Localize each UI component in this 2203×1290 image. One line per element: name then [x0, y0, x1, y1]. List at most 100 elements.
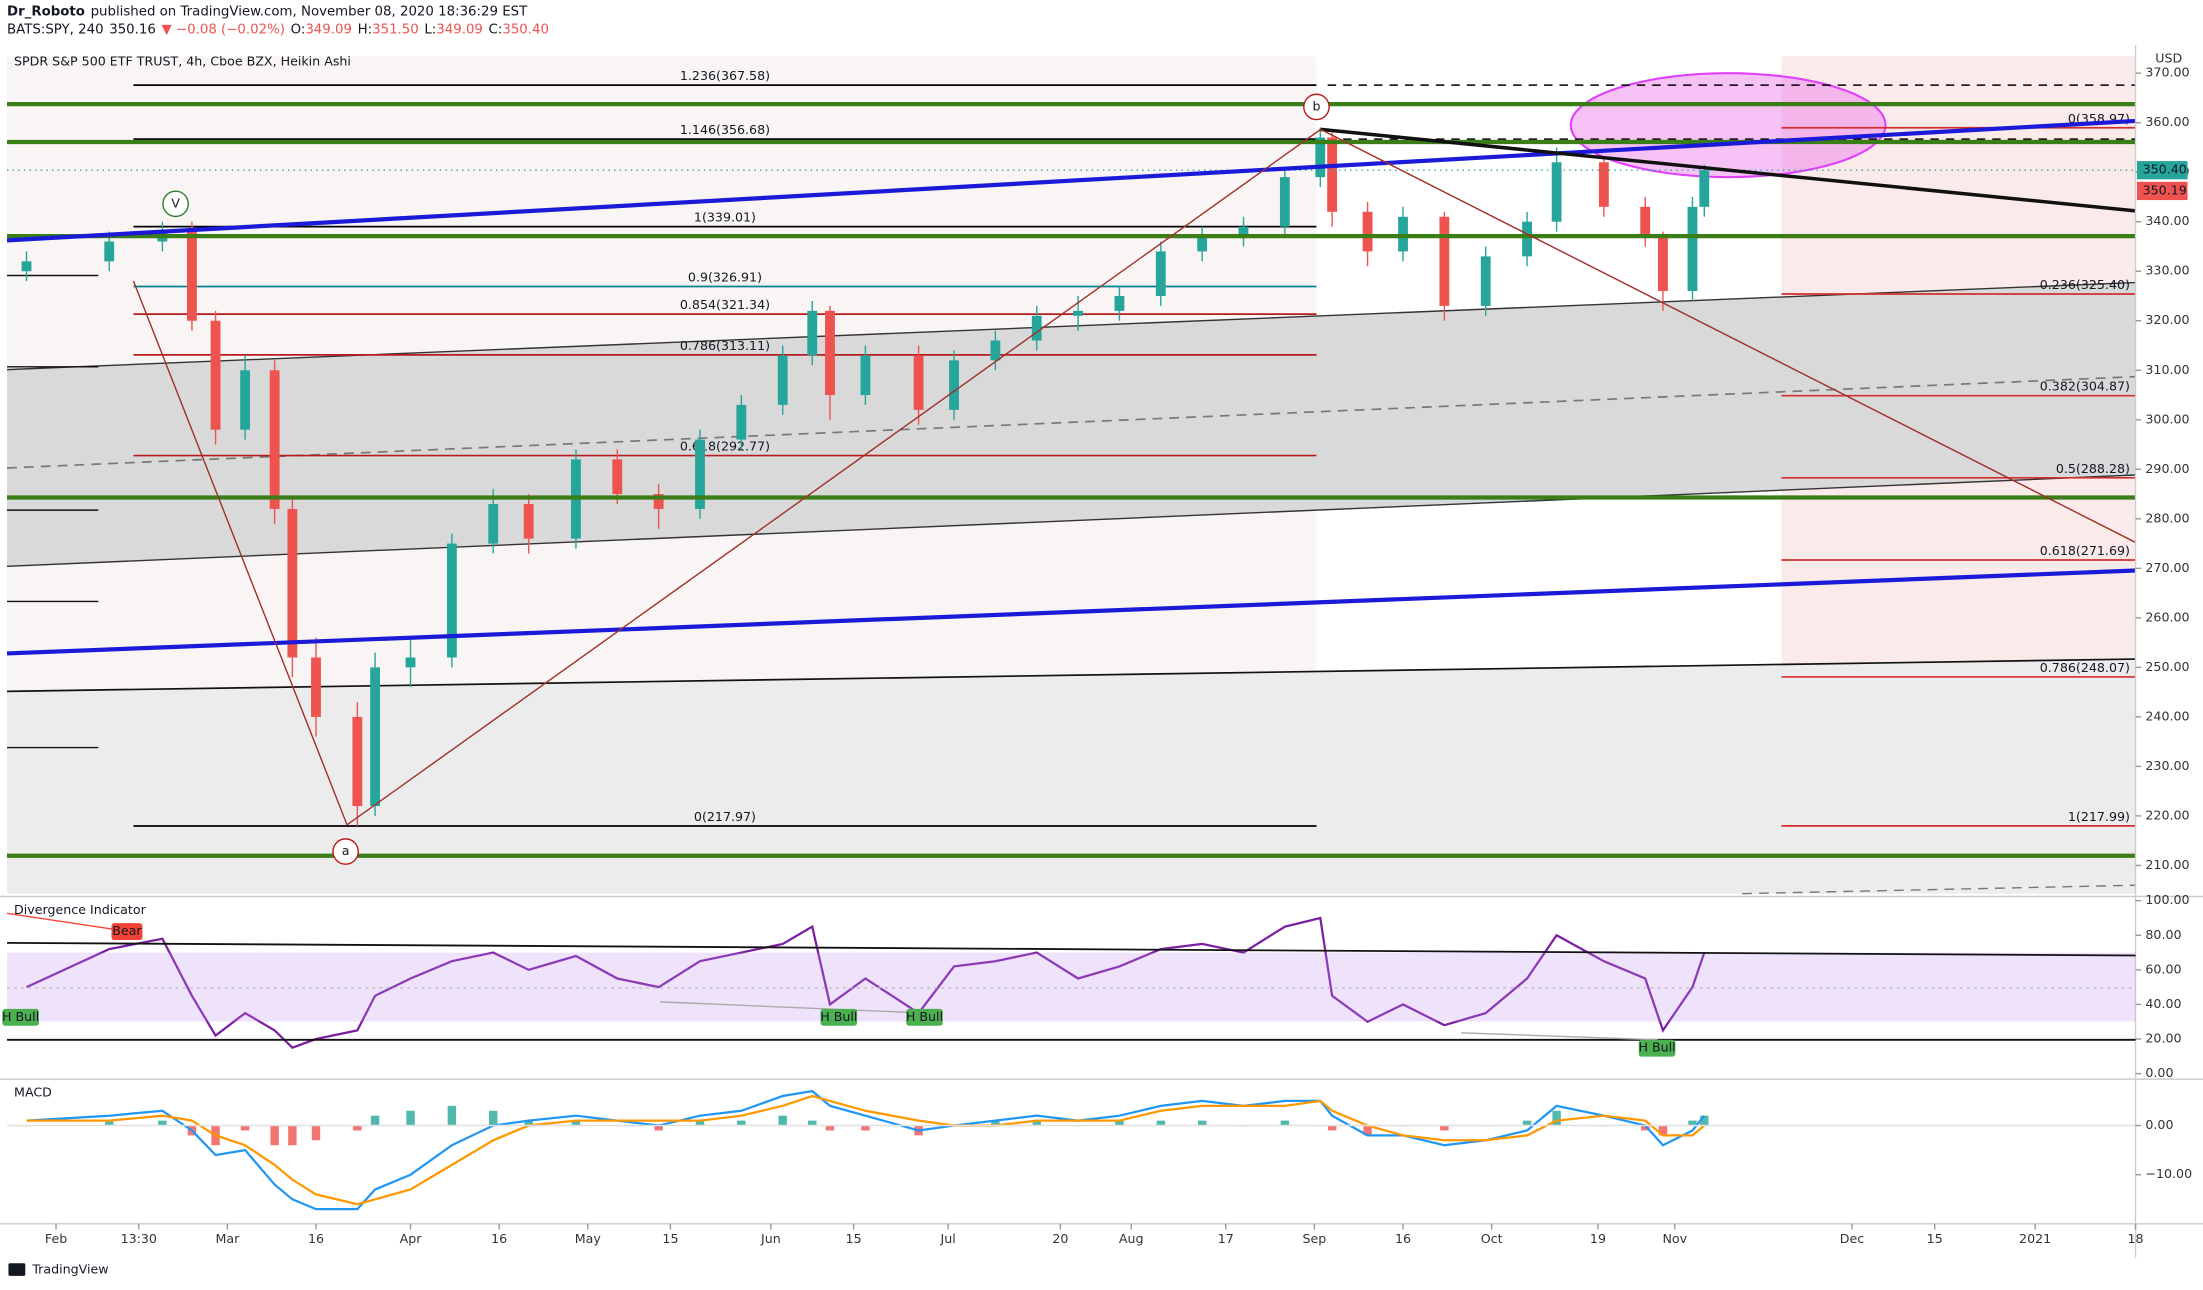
y-tick-label: 230.00 [2145, 758, 2189, 773]
wave-marker [1303, 93, 1330, 121]
signal-label: H Bull [1638, 1040, 1675, 1055]
histogram-bar [524, 1120, 533, 1126]
histogram-bar [1700, 1115, 1709, 1126]
candle-body [1439, 216, 1450, 306]
signal-box [820, 1008, 858, 1026]
trendline [6, 474, 2136, 568]
fib-label: 0.236(325.40) [2040, 277, 2130, 292]
y-tick-label: 220.00 [2145, 807, 2189, 822]
signal-label: H Bull [820, 1009, 857, 1024]
x-tick-label: May [575, 1231, 602, 1246]
histogram-bar [489, 1110, 498, 1126]
series-line [26, 916, 1706, 1049]
x-tick-label: 18 [2128, 1231, 2144, 1246]
candle-body [187, 231, 197, 321]
symbol-line: BATS:SPY, 240 350.16 ▼ −0.08 (−0.02%) O:349… [7, 23, 549, 38]
y-tick-label: 20.00 [2145, 1031, 2181, 1046]
candle-body [860, 355, 871, 396]
x-tick-label: 2021 [2019, 1231, 2051, 1246]
series-line [26, 1089, 1706, 1211]
trendline [6, 375, 2136, 469]
candle-body [1031, 315, 1042, 341]
fib-label: 0.854(321.34) [680, 297, 770, 312]
candle-body [1155, 251, 1166, 296]
candle-body [1197, 236, 1208, 252]
histogram-bar [1552, 1110, 1561, 1126]
trendline [1742, 884, 2136, 895]
y-tick-label: 250.00 [2145, 659, 2189, 674]
candle-body [825, 310, 835, 396]
x-tick-label: 20 [1052, 1231, 1068, 1246]
trend-channel [6, 568, 2136, 656]
channel [7, 659, 2136, 894]
price-tag-label: 350.40 [2143, 162, 2187, 177]
published: published on TradingView.com, November 0… [91, 4, 529, 19]
candle-body [1362, 211, 1373, 252]
candle-body [653, 494, 664, 509]
candle-body [1658, 236, 1668, 292]
histogram-bar [1032, 1120, 1041, 1126]
candle-body [240, 370, 251, 430]
histogram-bar [447, 1105, 457, 1126]
x-tick-label: 16 [491, 1231, 507, 1246]
wave-marker [162, 190, 189, 218]
histogram-bar [158, 1120, 167, 1126]
candle-body [990, 340, 1001, 361]
candle-body [1114, 295, 1125, 311]
candle-body [405, 657, 416, 668]
histogram-bar [1440, 1125, 1449, 1131]
fib-label: 0.618(271.69) [2040, 543, 2130, 558]
candle-body [210, 320, 221, 430]
ohlc-value: 349.09 [436, 23, 483, 38]
candle-body [352, 716, 363, 807]
wave-label: b [1312, 98, 1320, 113]
candle-body [807, 310, 818, 356]
y-tick-label: 100.00 [2145, 892, 2189, 907]
y-tick-label: 270.00 [2145, 560, 2189, 575]
x-tick-label: Nov [1662, 1231, 1687, 1246]
brand: TradingView [8, 1262, 109, 1277]
currency: USD [2155, 51, 2182, 66]
candle-body [777, 355, 788, 405]
candle-body [1687, 206, 1698, 292]
price-tag [2136, 161, 2188, 180]
price-tag-label: 350.19 [2143, 182, 2187, 197]
histogram-bar [695, 1120, 705, 1126]
y-tick-label: 320.00 [2145, 312, 2189, 327]
fib-label: 0.5(288.28) [2056, 461, 2130, 476]
histogram-bar [406, 1110, 415, 1126]
y-tick-label: 360.00 [2145, 114, 2189, 129]
histogram-bar [1658, 1125, 1668, 1136]
candle-body [1279, 177, 1290, 227]
x-tick-label: Sep [1302, 1231, 1326, 1246]
overlay-drawings [0, 45, 2203, 1258]
pane-title: Divergence Indicator [14, 902, 147, 917]
y-tick-label: 240.00 [2145, 708, 2189, 723]
histogram-bar [311, 1125, 321, 1141]
candle-body [1315, 137, 1326, 178]
y-tick-label: 260.00 [2145, 609, 2189, 624]
wave-lines [132, 128, 2136, 826]
ohlc-label: H: [358, 23, 373, 38]
histogram-bar [1156, 1120, 1166, 1126]
y-tick-label: 300.00 [2145, 411, 2189, 426]
x-tick-label: Feb [45, 1231, 67, 1246]
series-line [26, 1094, 1706, 1206]
signal-box [906, 1008, 943, 1026]
fib-label: 1.146(356.68) [680, 122, 770, 137]
histogram-bar [1280, 1120, 1290, 1126]
logo [8, 1263, 26, 1276]
trendline [7, 658, 2136, 693]
signal-label: Bear [112, 923, 142, 938]
author-line: Dr_Roboto published on TradingView.com, N… [7, 4, 528, 19]
candle-body [1598, 162, 1609, 207]
candle-body [21, 261, 32, 272]
fib-label: 1(217.99) [2068, 809, 2130, 824]
candle-body [913, 355, 924, 410]
candle-body [287, 508, 298, 658]
rsi-band [7, 952, 2136, 1022]
y-tick-label: 40.00 [2145, 996, 2181, 1011]
ohlc-label: C: [489, 23, 503, 38]
